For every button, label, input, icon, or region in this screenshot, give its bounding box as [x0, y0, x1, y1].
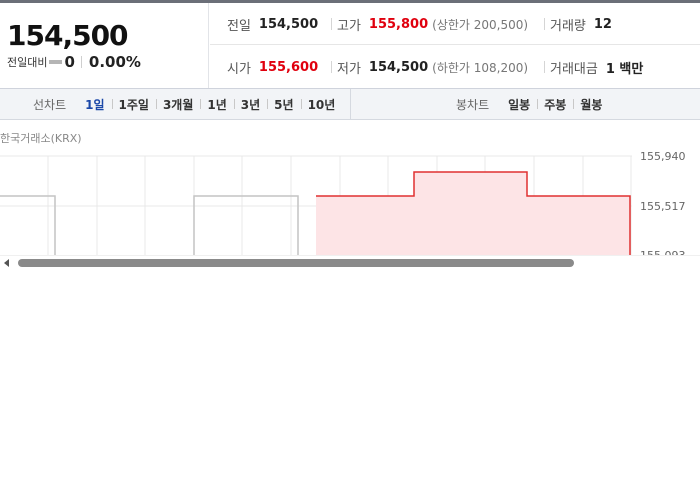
flat-change-icon	[49, 60, 63, 64]
data-source: 한국거래소(KRX)	[0, 132, 82, 145]
stat-value: 12	[593, 16, 612, 32]
stat-value: 155,600	[258, 59, 319, 75]
price-line	[316, 171, 631, 256]
y-tick-label: 155,940	[640, 150, 686, 163]
price-chart: 155,940 155,517 155,093	[0, 150, 700, 256]
stat-value: 1 백만	[605, 61, 644, 77]
upper-limit: (상한가 200,500)	[432, 16, 528, 33]
line-chart-label: 선차트	[33, 97, 67, 112]
price-box: 154,500 전일대비 0 0.00%	[0, 3, 209, 88]
y-tick-label: 155,093	[640, 249, 686, 256]
current-price: 154,500	[7, 19, 129, 52]
stats-row: 전일 154,500 고가 155,800 (상한가 200,500) 거래량 …	[210, 3, 700, 45]
stat-label: 전일	[227, 18, 251, 34]
stat-high: 고가 155,800 (상한가 200,500)	[331, 3, 528, 45]
upper-limit-label: (상한가	[432, 17, 470, 32]
stats-table: 전일 154,500 고가 155,800 (상한가 200,500) 거래량 …	[210, 3, 700, 88]
stat-label: 거래량	[550, 18, 586, 34]
top-border	[0, 0, 700, 3]
prev-period-line	[0, 195, 56, 256]
divider	[80, 56, 82, 68]
candle-chart-tabs: 봉차트 일봉 주봉 월봉	[351, 89, 700, 119]
quote-panel: 154,500 전일대비 0 0.00% 전일 154,500 고가 155,8…	[0, 3, 700, 89]
stat-value: 154,500	[368, 59, 429, 75]
stat-value: 154,500	[258, 16, 319, 32]
change-label: 전일대비	[7, 56, 48, 69]
chart-tab-bar: 선차트 1일 1주일 3개월 1년 3년 5년 10년 봉차트 일봉 주봉 월봉	[0, 89, 700, 120]
stat-value: 155,800	[368, 16, 429, 32]
tab-3month[interactable]: 3개월	[155, 96, 200, 113]
tab-5year[interactable]: 5년	[267, 96, 300, 113]
stat-prev-close: 전일 154,500	[227, 3, 318, 45]
change-percent: 0.00%	[88, 53, 141, 71]
scroll-left-arrow-icon[interactable]	[4, 259, 9, 267]
stats-row: 시가 155,600 저가 154,500 (하한가 108,200) 거래대금…	[210, 46, 700, 88]
horizontal-scrollbar[interactable]	[0, 255, 700, 269]
stat-volume: 거래량 12	[544, 3, 612, 45]
tab-1day[interactable]: 1일	[85, 97, 105, 112]
paren: )	[523, 17, 529, 32]
stat-trade-value: 거래대금 1 백만	[544, 46, 643, 88]
change-value: 0	[64, 53, 75, 71]
tab-3year[interactable]: 3년	[233, 96, 267, 113]
line-chart-tabs: 선차트 1일 1주일 3개월 1년 3년 5년 10년	[0, 89, 351, 119]
chart-svg: 155,940 155,517 155,093	[0, 150, 686, 256]
y-tick-label: 155,517	[640, 200, 686, 213]
tab-1week[interactable]: 1주일	[111, 96, 156, 113]
lower-limit: (하한가 108,200)	[432, 59, 528, 76]
tab-1year[interactable]: 1년	[200, 96, 233, 113]
scroll-thumb[interactable]	[18, 259, 574, 267]
tab-daily-candle[interactable]: 일봉	[508, 97, 531, 112]
stat-low: 저가 154,500 (하한가 108,200)	[331, 46, 528, 88]
lower-limit-label: (하한가	[432, 60, 470, 75]
stat-open: 시가 155,600	[227, 46, 318, 88]
tab-monthly-candle[interactable]: 월봉	[573, 96, 609, 113]
stat-label: 저가	[337, 61, 361, 77]
upper-limit-value: 200,500	[473, 17, 524, 32]
tab-weekly-candle[interactable]: 주봉	[537, 96, 573, 113]
stat-label: 시가	[227, 61, 251, 77]
candle-chart-label: 봉차트	[456, 97, 490, 112]
prev-period-line	[193, 195, 299, 256]
stat-label: 거래대금	[550, 61, 598, 77]
tab-10year[interactable]: 10년	[300, 96, 343, 113]
change-row: 전일대비 0 0.00%	[7, 53, 141, 71]
price-area	[316, 172, 630, 256]
paren: )	[523, 60, 529, 75]
lower-limit-value: 108,200	[473, 60, 524, 75]
stat-label: 고가	[337, 18, 361, 34]
